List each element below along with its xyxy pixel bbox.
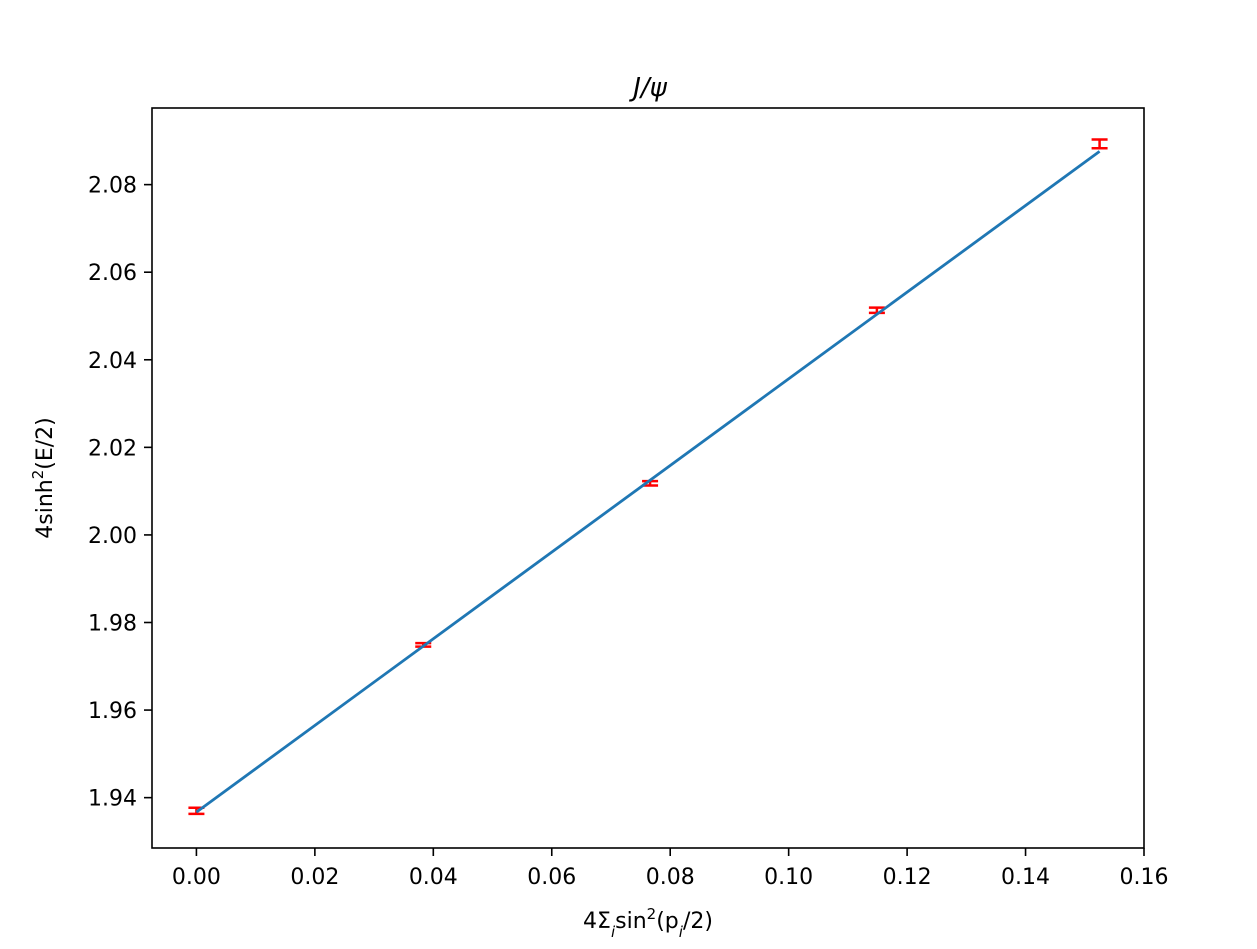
x-axis-label-part: i — [679, 923, 684, 941]
y-tick-label: 2.04 — [88, 349, 137, 374]
series-layer — [188, 138, 1108, 816]
x-tick-label: 0.12 — [883, 865, 932, 890]
x-tick-label: 0.08 — [646, 865, 695, 890]
x-axis-label-part: /2) — [683, 909, 713, 934]
x-tick-label: 0.00 — [172, 865, 221, 890]
x-tick-label: 0.04 — [409, 865, 458, 890]
y-tick-label: 1.96 — [88, 699, 137, 724]
y-axis: 1.94 1.96 1.98 2.00 2.02 2.04 2.06 2.08 — [88, 174, 152, 812]
chart-title: J/ψ — [628, 73, 667, 103]
x-axis-label-part: sin — [615, 909, 647, 934]
x-axis-label-part: 2 — [647, 905, 657, 923]
y-tick-label: 2.06 — [88, 261, 137, 286]
x-axis: 0.00 0.02 0.04 0.06 0.08 0.10 0.12 0.14 0.16 — [172, 848, 1169, 890]
x-tick-label: 0.06 — [527, 865, 576, 890]
y-tick-label: 2.02 — [88, 436, 137, 461]
y-axis-label-part: 4sinh — [33, 479, 58, 538]
x-tick-label: 0.14 — [1001, 865, 1050, 890]
y-axis-label-part: 2 — [29, 470, 47, 480]
fit-line — [195, 150, 1101, 814]
y-axis-label-part: (E/2) — [33, 417, 58, 469]
x-axis-label-part: (p — [656, 909, 679, 934]
y-tick-label: 1.98 — [88, 611, 137, 636]
x-tick-label: 0.16 — [1120, 865, 1169, 890]
y-tick-label: 2.00 — [88, 524, 137, 549]
y-tick-label: 2.08 — [88, 174, 137, 199]
plot-area-frame — [151, 107, 1145, 849]
x-axis-label: 4Σisin2(pi/2) — [583, 905, 713, 941]
y-axis-label: 4sinh2(E/2) — [29, 417, 58, 539]
x-tick-label: 0.10 — [764, 865, 813, 890]
y-tick-label: 1.94 — [88, 787, 137, 812]
x-tick-label: 0.02 — [290, 865, 339, 890]
x-axis-label-part: i — [611, 923, 616, 941]
x-axis-label-part: 4Σ — [583, 909, 611, 934]
